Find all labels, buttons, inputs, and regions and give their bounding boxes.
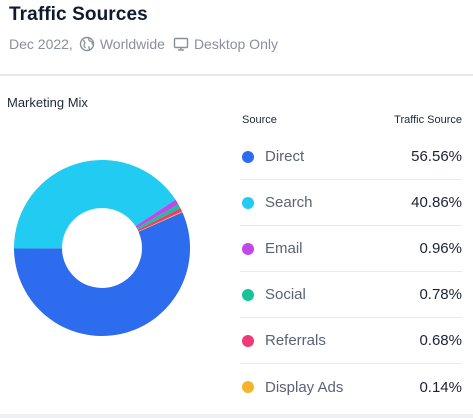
legend-row-social[interactable]: Social 0.78% bbox=[240, 272, 462, 318]
legend-label: Email bbox=[265, 240, 303, 257]
legend-row-display-ads[interactable]: Display Ads 0.14% bbox=[240, 364, 462, 410]
traffic-panel: Marketing Mix Source Traffic Source Dire… bbox=[0, 76, 473, 415]
legend-label: Direct bbox=[265, 148, 305, 165]
chart-title: Marketing Mix bbox=[7, 95, 88, 110]
legend-value: 56.56% bbox=[411, 148, 462, 165]
legend-dot bbox=[242, 242, 254, 255]
legend-value: 0.78% bbox=[419, 286, 462, 303]
slice-social[interactable] bbox=[136, 204, 181, 230]
header: Traffic Sources Dec 2022, Worldwide Desk… bbox=[0, 0, 473, 75]
legend-label: Social bbox=[265, 286, 306, 303]
filter-meta: Dec 2022, Worldwide Desktop Only bbox=[9, 36, 278, 52]
legend-value: 0.68% bbox=[419, 332, 462, 349]
legend-row-search[interactable]: Search 40.86% bbox=[240, 180, 462, 226]
slice-search[interactable] bbox=[14, 160, 176, 249]
slice-referrals[interactable] bbox=[137, 208, 183, 232]
slice-direct[interactable] bbox=[14, 212, 190, 336]
region-label[interactable]: Worldwide bbox=[99, 36, 165, 52]
slice-email[interactable] bbox=[135, 199, 179, 229]
page-title: Traffic Sources bbox=[9, 4, 148, 25]
header-divider bbox=[0, 74, 473, 76]
legend-header: Source Traffic Source bbox=[240, 114, 462, 134]
source-column-header: Source bbox=[242, 114, 277, 126]
legend-row-referrals[interactable]: Referrals 0.68% bbox=[240, 318, 462, 364]
donut-chart bbox=[14, 160, 190, 336]
legend-dot bbox=[242, 381, 254, 393]
value-column-header: Traffic Source bbox=[394, 114, 462, 126]
legend-dot bbox=[242, 334, 254, 347]
legend-table: Source Traffic Source Direct 56.56% Search… bbox=[240, 114, 462, 410]
slice-display-ads[interactable] bbox=[138, 211, 183, 232]
date-label: Dec 2022, bbox=[9, 36, 73, 52]
monitor-icon bbox=[173, 37, 189, 51]
legend-dot bbox=[242, 288, 254, 301]
legend-value: 40.86% bbox=[411, 194, 462, 211]
legend-row-direct[interactable]: Direct 56.56% bbox=[240, 134, 462, 180]
legend-label: Search bbox=[265, 194, 313, 211]
device-label[interactable]: Desktop Only bbox=[193, 36, 278, 52]
legend-value: 0.96% bbox=[419, 240, 462, 257]
legend-dot bbox=[242, 150, 254, 163]
legend-dot bbox=[242, 196, 254, 209]
globe-icon bbox=[79, 36, 95, 52]
legend-row-email[interactable]: Email 0.96% bbox=[240, 226, 462, 272]
legend-value: 0.14% bbox=[419, 378, 462, 396]
legend-label: Display Ads bbox=[265, 378, 344, 396]
footer-strip bbox=[0, 414, 473, 418]
legend-label: Referrals bbox=[265, 332, 326, 349]
